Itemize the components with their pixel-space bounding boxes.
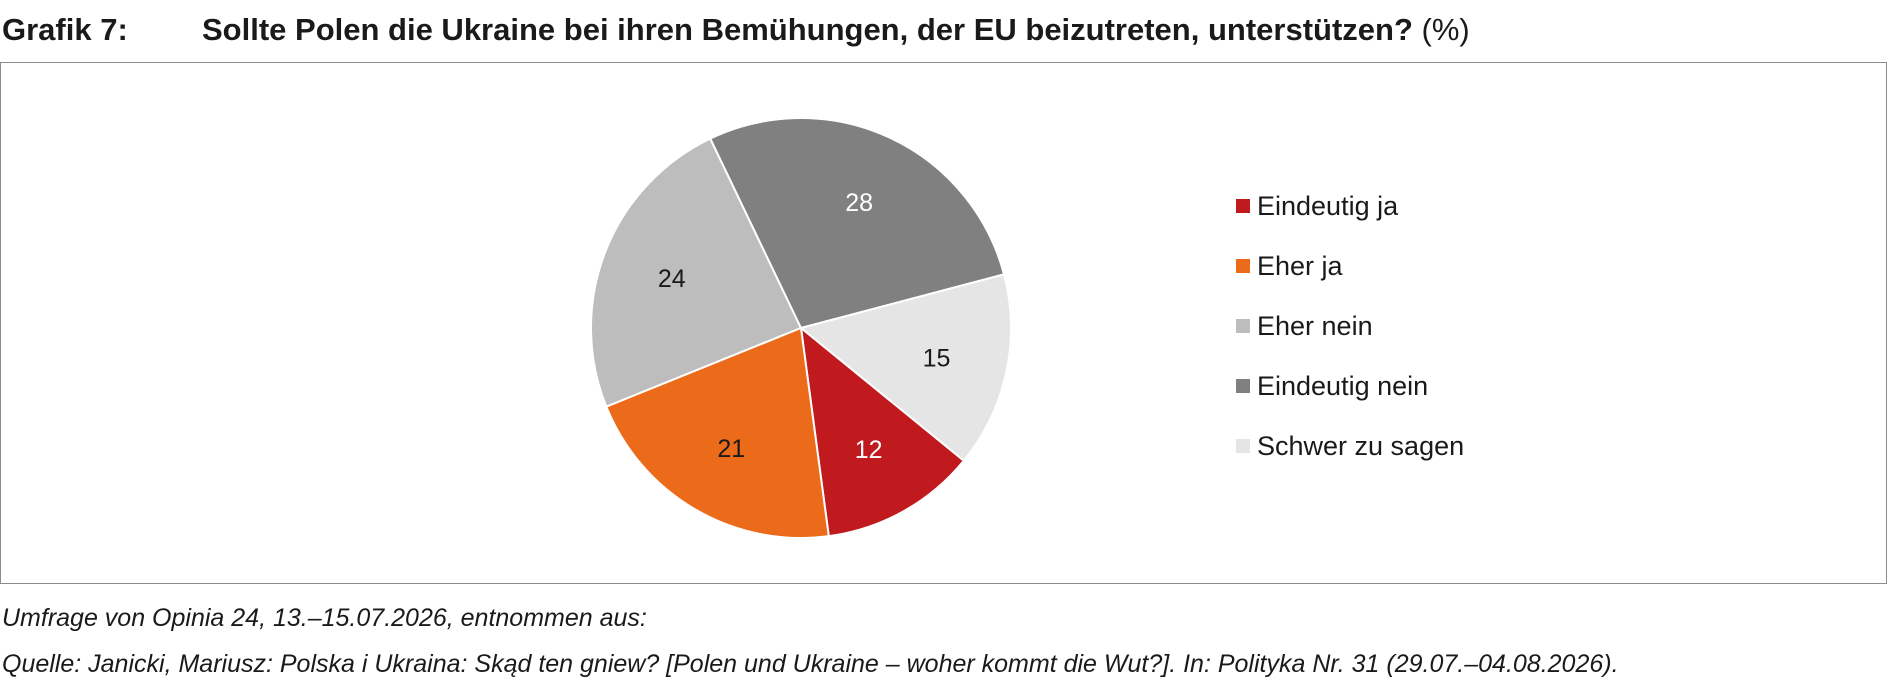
chart-frame xyxy=(0,62,1887,584)
figure-label: Grafik 7: xyxy=(2,12,128,47)
chart-unit: (%) xyxy=(1421,12,1470,47)
legend-label-schwer-zu-sagen: Schwer zu sagen xyxy=(1257,431,1464,461)
legend-swatch-eher-ja xyxy=(1236,259,1250,273)
pie-slice-eher-ja xyxy=(604,326,830,539)
slice-value-label-schwer-zu-sagen: 15 xyxy=(923,344,951,372)
pie-chart: 24 28 15 12 21 Eindeutig ja Eher ja Eher nein Ei… xyxy=(590,117,1464,539)
legend-label-eindeutig-nein: Eindeutig nein xyxy=(1257,371,1428,401)
pie-slice-eher-nein xyxy=(590,137,803,408)
survey-note: Umfrage von Opinia 24, 13.–15.07.2026, e… xyxy=(2,604,647,632)
legend-swatch-eindeutig-nein xyxy=(1236,379,1250,393)
legend-swatch-schwer-zu-sagen xyxy=(1236,439,1250,453)
legend-label-eher-nein: Eher nein xyxy=(1257,311,1373,341)
source-note: Quelle: Janicki, Mariusz: Polska i Ukrai… xyxy=(2,650,1619,678)
slice-value-label-eher-ja: 21 xyxy=(717,435,745,463)
slice-value-label-eindeutig-nein: 28 xyxy=(845,189,873,217)
legend-label-eher-ja: Eher ja xyxy=(1257,251,1344,281)
chart-question: Sollte Polen die Ukraine bei ihren Bemüh… xyxy=(202,12,1413,47)
pie-slice-eindeutig-ja xyxy=(799,325,966,538)
legend-swatch-eindeutig-ja xyxy=(1236,199,1250,213)
pie-slice-eindeutig-nein xyxy=(708,117,1006,330)
chart-title: Grafik 7: Sollte Polen die Ukraine bei ih… xyxy=(2,6,1882,54)
legend-swatch-eher-nein xyxy=(1236,319,1250,333)
slice-value-label-eindeutig-ja: 12 xyxy=(855,436,883,464)
legend-label-eindeutig-ja: Eindeutig ja xyxy=(1257,191,1399,221)
pie-slice-schwer-zu-sagen xyxy=(798,273,1012,463)
slice-value-label-eher-nein: 24 xyxy=(658,265,686,293)
